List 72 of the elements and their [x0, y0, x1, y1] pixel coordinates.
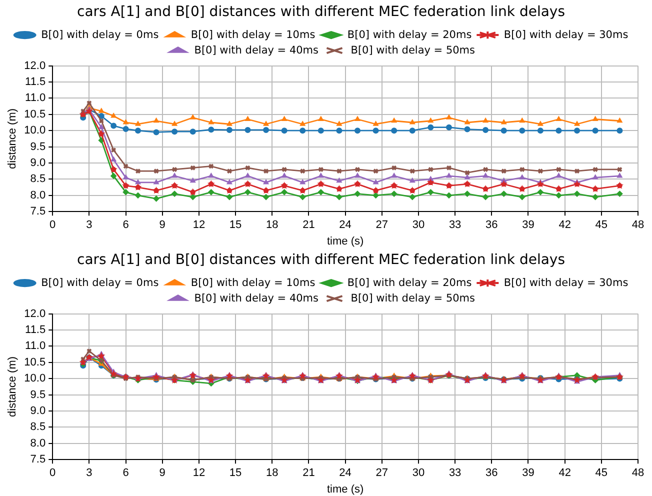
chart-title: cars A[1] and B[0] distances with different MEC federation link delays — [77, 252, 565, 268]
y-tick-label: 11.5 — [25, 324, 46, 336]
x-tick-label: 3 — [86, 467, 92, 480]
y-tick-label: 12.0 — [24, 60, 46, 72]
x-tick-label: 9 — [159, 467, 166, 480]
y-axis-title: distance (m) — [6, 108, 19, 169]
y-tick-label: 8.5 — [30, 173, 46, 186]
y-tick-label: 11.0 — [25, 340, 46, 352]
x-tick-label: 45 — [595, 467, 608, 480]
y-tick-label: 11.5 — [25, 76, 46, 88]
x-tick-label: 0 — [50, 467, 56, 480]
x-tick-label: 18 — [266, 219, 278, 232]
y-tick-label: 8.5 — [30, 421, 46, 434]
y-tick-label: 7.5 — [30, 206, 46, 218]
legend-label: B[0] with delay = 40ms — [194, 44, 319, 56]
legend-label: B[0] with delay = 0ms — [41, 276, 159, 289]
x-tick-label: 33 — [448, 467, 462, 480]
x-tick-label: 36 — [486, 467, 498, 480]
x-tick-label: 24 — [339, 467, 352, 480]
x-tick-label: 12 — [192, 467, 206, 480]
x-tick-label: 39 — [522, 467, 534, 480]
legend-label: B[0] with delay = 20ms — [347, 276, 472, 289]
y-tick-label: 9.5 — [30, 388, 46, 401]
x-tick-label: 21 — [302, 219, 315, 232]
x-tick-label: 15 — [229, 219, 242, 232]
x-tick-label: 30 — [412, 219, 425, 232]
chart-title: cars A[1] and B[0] distances with different MEC federation link delays — [77, 4, 565, 20]
y-tick-label: 12.0 — [24, 308, 46, 320]
legend-label: B[0] with delay = 50ms — [350, 292, 476, 304]
x-tick-label: 6 — [122, 467, 129, 480]
y-tick-label: 8.0 — [30, 189, 46, 202]
x-tick-label: 3 — [86, 219, 92, 232]
y-tick-label: 7.5 — [30, 454, 46, 466]
y-tick-label: 10.5 — [24, 356, 46, 368]
x-tick-label: 42 — [558, 467, 571, 480]
x-tick-label: 33 — [448, 219, 462, 232]
x-tick-label: 15 — [229, 467, 242, 480]
legend-label: B[0] with delay = 30ms — [504, 276, 628, 289]
y-tick-label: 9.5 — [30, 140, 46, 153]
y-tick-label: 10.5 — [24, 108, 46, 120]
legend-label: B[0] with delay = 40ms — [194, 292, 319, 304]
x-tick-label: 24 — [339, 219, 352, 232]
x-tick-label: 48 — [632, 467, 644, 480]
x-tick-label: 45 — [595, 219, 608, 232]
x-tick-label: 21 — [302, 467, 315, 480]
x-tick-label: 36 — [486, 219, 498, 232]
x-tick-label: 30 — [412, 467, 425, 480]
y-axis-title: distance (m) — [6, 356, 19, 417]
y-tick-label: 9.0 — [30, 405, 46, 418]
x-tick-label: 9 — [159, 219, 166, 232]
x-tick-label: 48 — [632, 219, 644, 232]
legend-label: B[0] with delay = 10ms — [190, 28, 316, 41]
legend-label: B[0] with delay = 50ms — [350, 44, 476, 56]
legend-label: B[0] with delay = 30ms — [504, 28, 628, 41]
x-tick-label: 12 — [192, 219, 206, 232]
y-tick-label: 10.0 — [24, 372, 46, 385]
x-tick-label: 42 — [558, 219, 571, 232]
legend-label: B[0] with delay = 0ms — [41, 28, 159, 41]
y-tick-label: 10.0 — [24, 124, 46, 137]
x-tick-label: 6 — [122, 219, 129, 232]
y-tick-label: 11.0 — [25, 92, 46, 104]
y-tick-label: 9.0 — [30, 157, 46, 170]
x-tick-label: 0 — [50, 219, 56, 232]
x-axis-title: time (s) — [326, 235, 364, 248]
x-tick-label: 39 — [522, 219, 534, 232]
x-tick-label: 18 — [266, 467, 278, 480]
legend-label: B[0] with delay = 10ms — [190, 276, 316, 289]
y-tick-label: 8.0 — [30, 437, 46, 450]
x-axis-title: time (s) — [326, 483, 364, 496]
x-tick-label: 27 — [376, 219, 388, 232]
legend-label: B[0] with delay = 20ms — [347, 28, 472, 41]
x-tick-label: 27 — [376, 467, 388, 480]
